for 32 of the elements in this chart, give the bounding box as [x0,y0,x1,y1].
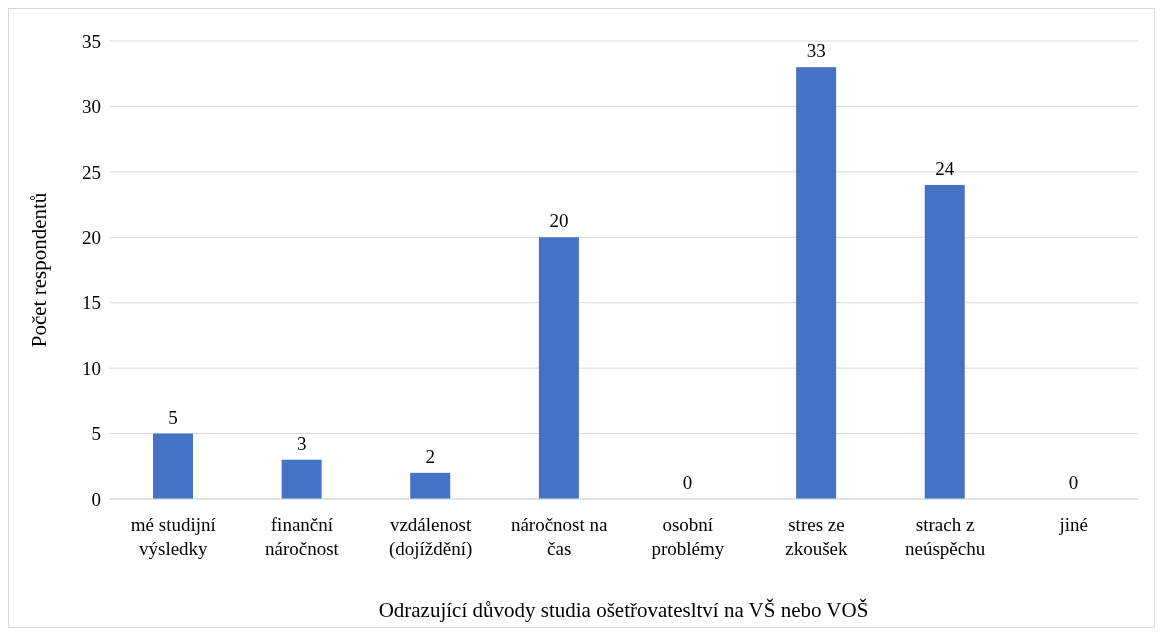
data-label: 0 [682,472,693,493]
x-tick-label: vzdálenost (dojíždění) [388,514,473,560]
data-label: 5 [168,406,178,428]
bar [410,472,451,499]
x-tick-label: náročnost na čas [510,514,609,559]
x-tick-label: osobní problémy [651,514,725,559]
data-label: 3 [296,432,307,454]
bar [538,237,579,499]
y-tick-label: 30 [82,96,101,118]
y-tick-label: 10 [82,357,101,379]
data-label: 33 [806,40,826,62]
y-tick-label: 20 [82,227,101,249]
x-tick-label: jiné [1058,514,1088,535]
y-tick-label: 5 [91,423,101,445]
y-tick-label: 25 [82,161,101,183]
x-tick-label: stres ze zkoušek [785,514,849,559]
data-label: 24 [935,157,955,179]
bar [153,433,193,499]
y-tick-label: 15 [82,292,101,314]
bar [796,67,837,499]
data-label: 20 [549,210,569,232]
y-tick-label: 35 [82,30,101,52]
x-tick-label: strach z neúspěchu [904,514,986,559]
x-axis-title: Odrazující důvody studia ošetřovatesltví na VŠ nebo VOŠ [378,598,869,622]
bar [924,184,965,499]
bar [281,459,322,499]
x-tick-label: finanční náročnost [265,514,340,559]
data-label: 0 [1068,472,1079,493]
y-axis-title: Počet respondentů [27,192,52,348]
x-tick-label: mé studijní výsledky [130,514,217,559]
data-label: 2 [425,445,435,467]
y-tick-label: 0 [91,488,101,510]
